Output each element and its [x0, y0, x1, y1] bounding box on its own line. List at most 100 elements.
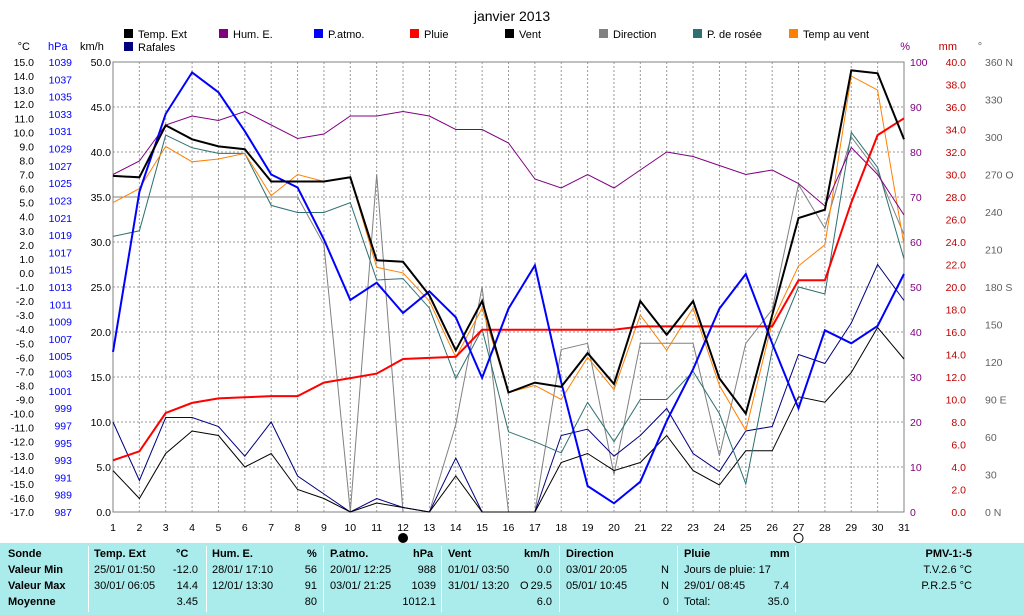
pressure-tick-label: 1015 — [49, 265, 73, 277]
humidity-tick-label: 90 — [910, 102, 922, 114]
x-tick-label: 14 — [450, 522, 462, 534]
stats-divider — [441, 546, 442, 612]
legend-swatch — [219, 29, 228, 38]
pressure-tick-label: 1013 — [49, 282, 73, 294]
x-tick-label: 25 — [740, 522, 752, 534]
legend-label: Temp. Ext — [138, 29, 187, 41]
temp-tick-label: 2.0 — [19, 240, 34, 252]
temp-tick-label: 3.0 — [19, 226, 34, 238]
temp-tick-label: 1.0 — [19, 254, 34, 266]
stats-min-label: Valeur Min — [8, 564, 64, 576]
stats-pres-min-time: 20/01/ 12:25 — [330, 564, 392, 576]
stats-temp-unit: °C — [176, 548, 189, 560]
pressure-tick-label: 1011 — [49, 299, 72, 311]
stats-divider — [88, 546, 89, 612]
humidity-tick-label: 0 — [910, 507, 916, 519]
series — [112, 69, 905, 513]
x-tick-label: 6 — [242, 522, 248, 534]
stats-hum-avg: 80 — [304, 596, 317, 608]
pressure-axis-unit: hPa — [48, 41, 68, 53]
humidity-tick-label: 30 — [910, 372, 922, 384]
pressure-tick-label: 1029 — [49, 144, 73, 156]
stats-temp-min-value: -12.0 — [172, 564, 198, 576]
direction-axis-unit: ° — [978, 41, 982, 53]
temp-tick-label: -7.0 — [16, 366, 34, 378]
pressure-tick-label: 1033 — [49, 109, 73, 121]
pressure-tick-label: 1025 — [49, 178, 73, 190]
stats-hum-min-value: 56 — [304, 564, 317, 576]
x-tick-label: 20 — [608, 522, 620, 534]
x-tick-label: 8 — [295, 522, 301, 534]
temp-tick-label: -12.0 — [10, 437, 34, 449]
pressure-tick-label: 1007 — [49, 334, 73, 346]
pressure-tick-label: 1023 — [49, 195, 73, 207]
temp-tick-label: 0.0 — [19, 268, 34, 280]
rain-tick-label: 10.0 — [946, 395, 967, 407]
stats-rain-title: Pluie — [684, 548, 711, 560]
temp-tick-label: 7.0 — [19, 170, 34, 182]
stats-pres-max-time: 03/01/ 21:25 — [330, 580, 392, 592]
stats-pres-min-value: 988 — [417, 564, 436, 576]
stats-wind-title: Vent — [448, 548, 472, 560]
temp-tick-label: -4.0 — [16, 324, 34, 336]
pressure-tick-label: 1009 — [49, 317, 73, 329]
temp-tick-label: -10.0 — [10, 409, 34, 421]
direction-tick-label: 90 E — [985, 395, 1007, 407]
series-vent-line — [112, 326, 905, 513]
direction-tick-label: 210 — [985, 245, 1003, 257]
stats-temp-max-time: 30/01/ 06:05 — [94, 580, 156, 592]
stats-hum-unit: % — [307, 548, 317, 560]
temp-tick-label: -5.0 — [16, 338, 34, 350]
stats-divider — [795, 546, 796, 612]
x-tick-label: 24 — [714, 522, 726, 534]
stats-avg-label: Moyenne — [8, 596, 56, 608]
temp-tick-label: 4.0 — [19, 212, 34, 224]
x-tick-label: 31 — [898, 522, 910, 534]
pressure-tick-label: 1001 — [49, 386, 73, 398]
rain-tick-label: 16.0 — [946, 327, 967, 339]
stats-hum-max-value: 91 — [304, 580, 317, 592]
humidity-tick-label: 50 — [910, 282, 922, 294]
wind-tick-label: 30.0 — [91, 237, 112, 249]
stats-rain-days: Jours de pluie: 17 — [684, 564, 771, 576]
temp-tick-label: 14.0 — [14, 71, 35, 83]
axis-unit-headers: °C hPa km/h% mm ° — [18, 41, 983, 53]
humidity-axis-unit: % — [900, 41, 910, 53]
moon-markers — [398, 533, 804, 543]
x-tick-label: 1 — [110, 522, 116, 534]
temp-tick-label: -9.0 — [16, 395, 34, 407]
x-tick-label: 29 — [845, 522, 857, 534]
pressure-tick-label: 1035 — [49, 92, 73, 104]
full-moon-icon — [793, 533, 804, 543]
pressure-tick-label: 993 — [54, 455, 72, 467]
legend-label: Rafales — [138, 42, 176, 54]
rain-tick-label: 30.0 — [946, 170, 967, 182]
x-tick-label: 26 — [766, 522, 778, 534]
wind-tick-label: 35.0 — [91, 192, 112, 204]
pressure-tick-label: 995 — [54, 438, 72, 450]
direction-tick-label: 360 N — [985, 57, 1013, 69]
stats-temp-min-time: 25/01/ 01:50 — [94, 564, 156, 576]
wind-tick-label: 0.0 — [96, 507, 111, 519]
wind-tick-label: 50.0 — [91, 57, 112, 69]
humidity-tick-label: 40 — [910, 327, 922, 339]
direction-tick-label: 300 — [985, 132, 1003, 144]
wind-axis-unit: km/h — [80, 41, 104, 53]
temp-tick-label: 6.0 — [19, 184, 34, 196]
stats-pres-max-value: 1039 — [411, 580, 436, 592]
rain-axis-unit: mm — [939, 41, 957, 53]
stats-dir-min-value: N — [661, 564, 669, 576]
stats-dir-avg: 0 — [662, 596, 669, 608]
legend-swatch — [124, 29, 133, 38]
x-tick-label: 11 — [371, 522, 382, 534]
humidity-tick-label: 80 — [910, 147, 922, 159]
stats-dir-min-time: 03/01/ 20:05 — [566, 564, 628, 576]
rain-tick-label: 18.0 — [946, 305, 967, 317]
temp-tick-label: 11.0 — [14, 113, 34, 125]
wind-tick-label: 45.0 — [91, 102, 112, 114]
rain-tick-label: 28.0 — [946, 192, 967, 204]
x-tick-label: 19 — [582, 522, 594, 534]
temp-tick-label: -14.0 — [10, 465, 34, 477]
